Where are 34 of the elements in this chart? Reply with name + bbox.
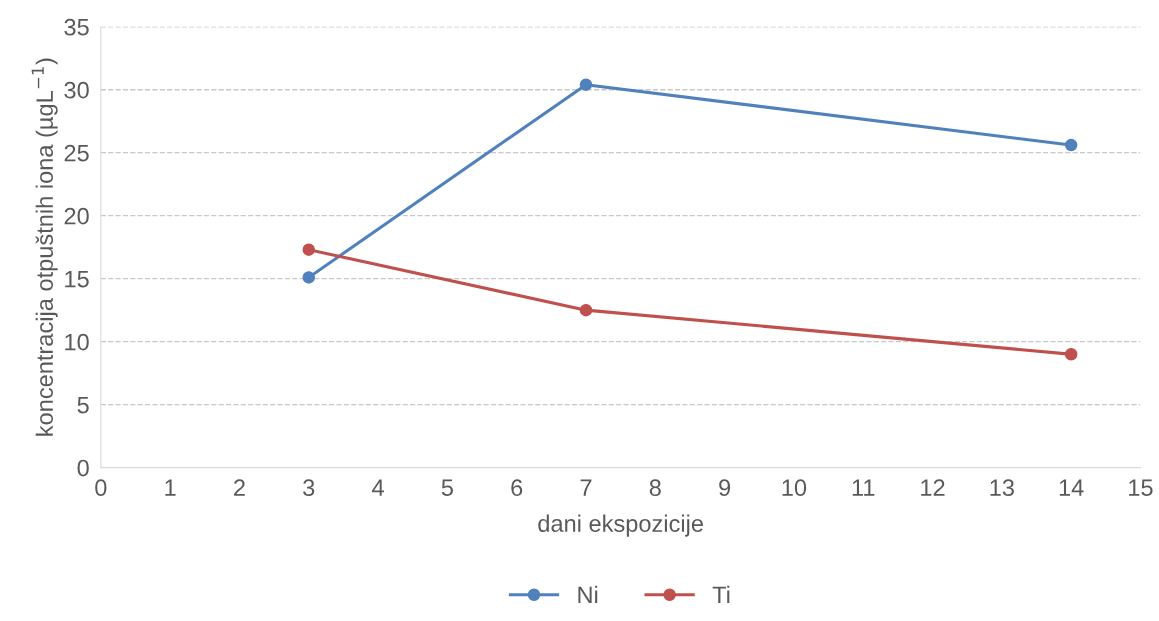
legend-label: Ni [578, 585, 598, 603]
y-tick-label: 5 [77, 396, 89, 414]
point [302, 271, 316, 284]
x-tick-label: 6 [511, 479, 523, 497]
y-tick-label: 30 [64, 81, 89, 99]
y-tick-label: 0 [77, 459, 89, 477]
y-tick-label: 25 [64, 144, 89, 162]
x-tick-label: 7 [580, 479, 592, 496]
x-tick-label: 1 [165, 479, 176, 496]
y-tick-label: 10 [65, 333, 89, 351]
x-tick-label: 2 [234, 479, 245, 496]
point [1064, 347, 1078, 361]
legend-label: Ti [712, 585, 730, 603]
point [579, 303, 593, 317]
point [579, 78, 593, 91]
point [1064, 138, 1078, 152]
x-tick-label: 9 [719, 479, 731, 497]
x-tick-label: 15 [1129, 479, 1153, 497]
y-tick-label: 15 [65, 270, 89, 288]
x-tick-label: 8 [649, 479, 661, 497]
x-tick-label: 14 [1059, 479, 1084, 496]
x-tick-label: 3 [303, 479, 315, 497]
x-axis-title: dani ekspozicije [538, 514, 703, 537]
y-tick-label: 35 [64, 18, 89, 36]
x-tick-label: 12 [921, 479, 945, 496]
x-tick-label: 10 [782, 479, 807, 497]
y-axis-title: koncentracija otpuštnih iona (µgL$^{−1}$) [31, 58, 58, 436]
x-tick-label: 5 [441, 479, 453, 497]
x-tick-label: 4 [372, 479, 384, 496]
x-tick-label: 13 [990, 479, 1014, 497]
point [302, 243, 316, 256]
x-tick-label: 11 [852, 479, 875, 496]
y-tick-label: 20 [64, 207, 89, 225]
x-tick-label: 0 [95, 479, 107, 497]
